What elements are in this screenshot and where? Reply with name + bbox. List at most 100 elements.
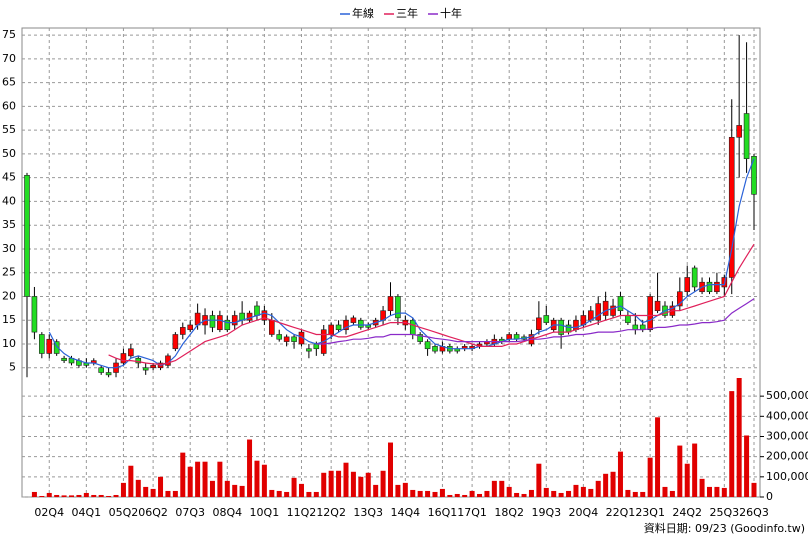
candle-body [53,341,60,354]
y-tick-label: 40 [2,194,16,207]
volume-bar [343,462,349,497]
volume-bar [128,465,134,497]
candle-body [595,303,602,321]
volume-bar [91,494,97,497]
y-tick-label: 45 [2,171,16,184]
volume-bar [432,491,438,497]
volume-bar [321,472,327,497]
volume-bar [39,495,45,497]
volume-bar [684,463,690,497]
volume-bar [617,451,623,497]
volume-bar [751,482,757,497]
volume-bar [291,477,297,497]
x-tick-label: 18Q2 [494,506,524,519]
candle-body [558,319,564,335]
volume-bar [566,490,572,497]
x-tick-label: 13Q3 [353,506,383,519]
candle-body [728,136,735,278]
volume-bar [350,471,356,497]
candle-body [424,341,431,350]
volume-bar [573,484,579,497]
candle-body [61,357,67,361]
candle-body [187,324,194,331]
volume-bar [380,470,386,497]
candle-body [506,334,512,340]
volume-bar [158,476,164,497]
candle-body [417,334,423,342]
x-tick-label: 11Q2 [287,506,317,519]
candle-body [179,327,186,335]
y-tick-label: 20 [2,289,16,302]
candle-body [632,324,639,331]
candle-body [31,296,38,333]
x-tick-label: 22Q1 [606,506,636,519]
volume-bar [328,470,334,497]
volume-bar [603,473,609,497]
volume-bar [180,452,186,497]
y2-tick-label: 500,000 [766,389,808,402]
volume-bar [106,495,112,497]
candle-body [269,319,275,335]
volume-bar [744,435,750,497]
volume-bar [165,490,171,497]
legend-label: 十年 [440,6,462,20]
y2-tick-label: 300,000 [766,429,808,442]
volume-bar [551,490,557,497]
candle-body [743,113,750,159]
volume-bar [143,486,149,497]
candle-body [706,281,713,293]
volume-bar [358,476,364,497]
candle-body [647,296,653,331]
volume-bar [172,490,178,497]
y-tick-label: 70 [2,52,16,65]
volume-bar [313,491,319,497]
candle-body [254,305,260,316]
y2-tick-label: 100,000 [766,470,808,483]
volume-bar [247,439,253,497]
volume-bar [662,486,668,497]
candle-body [172,334,179,350]
y2-tick-label: 400,000 [766,409,808,422]
candle-body [610,305,616,316]
volume-bar [232,484,238,497]
volume-bar [447,494,453,497]
volume-bar [588,488,594,497]
candle-body [135,357,142,364]
candle-body [409,319,416,335]
y2-tick-label: 0 [766,490,773,503]
volume-bar [239,485,245,497]
volume-bar [76,494,82,497]
y-tick-label: 15 [2,313,16,326]
volume-bar [669,490,675,497]
volume-bar [655,417,661,497]
candle-body [105,372,112,376]
plot-area [21,27,761,498]
candle-body [350,317,357,323]
x-tick-label: 06Q2 [138,506,168,519]
candle-body [224,319,231,331]
x-tick-label: 02Q4 [34,506,64,519]
y-tick-label: 30 [2,242,16,255]
volume-bar [729,391,735,497]
volume-bar [462,494,468,497]
volume-bar [625,489,631,497]
volume-bar [46,492,52,497]
candle-body [625,315,631,323]
volume-bar [373,484,379,497]
volume-bar [276,490,282,497]
volume-bar [120,482,126,497]
volume-bar [261,464,267,497]
x-tick-label: 25Q3 [709,506,739,519]
volume-bar [410,489,416,497]
volume-bar [195,461,201,497]
volume-bar [217,461,223,497]
volume-bar [699,478,705,497]
y-tick-label: 55 [2,123,16,136]
candle-body [395,296,401,319]
y-tick-label: 25 [2,266,16,279]
volume-bar [640,491,646,497]
volume-bar [388,442,393,497]
candle-body [677,291,683,307]
volume-bar [469,490,475,497]
y2-tick-label: 200,000 [766,450,808,463]
